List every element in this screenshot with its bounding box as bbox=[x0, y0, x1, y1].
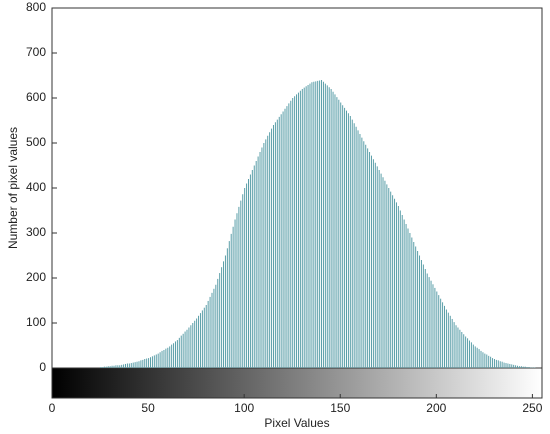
x-tick-label: 0 bbox=[49, 401, 56, 415]
x-tick-label: 150 bbox=[330, 401, 350, 415]
y-axis-label: Number of pixel values bbox=[6, 127, 20, 249]
y-tick-label: 100 bbox=[26, 315, 46, 329]
y-tick-label: 300 bbox=[26, 225, 46, 239]
x-tick-label: 250 bbox=[522, 401, 542, 415]
y-tick-label: 600 bbox=[26, 90, 46, 104]
y-tick-label: 500 bbox=[26, 135, 46, 149]
colorbar bbox=[52, 368, 542, 398]
y-tick-label: 800 bbox=[26, 0, 46, 14]
x-tick-label: 100 bbox=[234, 401, 254, 415]
axes-frame bbox=[51, 7, 543, 399]
y-tick-label: 0 bbox=[39, 360, 46, 374]
x-tick-label: 200 bbox=[426, 401, 446, 415]
y-tick-label: 400 bbox=[26, 180, 46, 194]
x-axis-label: Pixel Values bbox=[264, 416, 329, 430]
y-tick-label: 700 bbox=[26, 45, 46, 59]
y-tick-label: 200 bbox=[26, 270, 46, 284]
x-tick-label: 50 bbox=[141, 401, 155, 415]
